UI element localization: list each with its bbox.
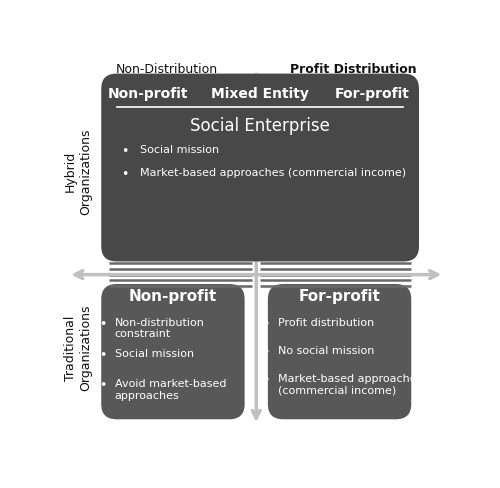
Text: •: • bbox=[262, 318, 270, 331]
Text: Social Enterprise: Social Enterprise bbox=[190, 117, 330, 135]
Text: For-profit: For-profit bbox=[298, 288, 380, 304]
Text: Non-Distribution: Non-Distribution bbox=[116, 62, 218, 76]
Text: Social mission: Social mission bbox=[115, 348, 194, 359]
Text: Non-profit: Non-profit bbox=[108, 87, 188, 101]
Text: Traditional
Organizations: Traditional Organizations bbox=[64, 305, 92, 391]
Text: •: • bbox=[121, 167, 128, 181]
Text: Non-distribution
constraint: Non-distribution constraint bbox=[115, 318, 204, 340]
Text: Social mission: Social mission bbox=[140, 145, 219, 155]
FancyBboxPatch shape bbox=[101, 284, 244, 419]
Text: Market-based approaches
(commercial income): Market-based approaches (commercial inco… bbox=[278, 374, 422, 396]
FancyBboxPatch shape bbox=[268, 284, 411, 419]
Text: Hybrid
Organizations: Hybrid Organizations bbox=[64, 128, 92, 215]
Text: •: • bbox=[262, 346, 270, 359]
Text: Market-based approaches (commercial income): Market-based approaches (commercial inco… bbox=[140, 167, 406, 178]
Text: Profit Distribution: Profit Distribution bbox=[290, 62, 416, 76]
Text: •: • bbox=[100, 380, 107, 392]
Text: •: • bbox=[121, 145, 128, 158]
Text: Profit distribution: Profit distribution bbox=[278, 318, 374, 328]
Text: Non-profit: Non-profit bbox=[129, 288, 217, 304]
Text: For-profit: For-profit bbox=[335, 87, 410, 101]
Text: No social mission: No social mission bbox=[278, 346, 374, 356]
Text: Mixed Entity: Mixed Entity bbox=[211, 87, 309, 101]
FancyBboxPatch shape bbox=[101, 74, 419, 262]
Text: Avoid market-based
approaches: Avoid market-based approaches bbox=[115, 380, 226, 401]
Text: •: • bbox=[100, 318, 107, 331]
Text: •: • bbox=[100, 348, 107, 362]
Text: •: • bbox=[262, 374, 270, 387]
